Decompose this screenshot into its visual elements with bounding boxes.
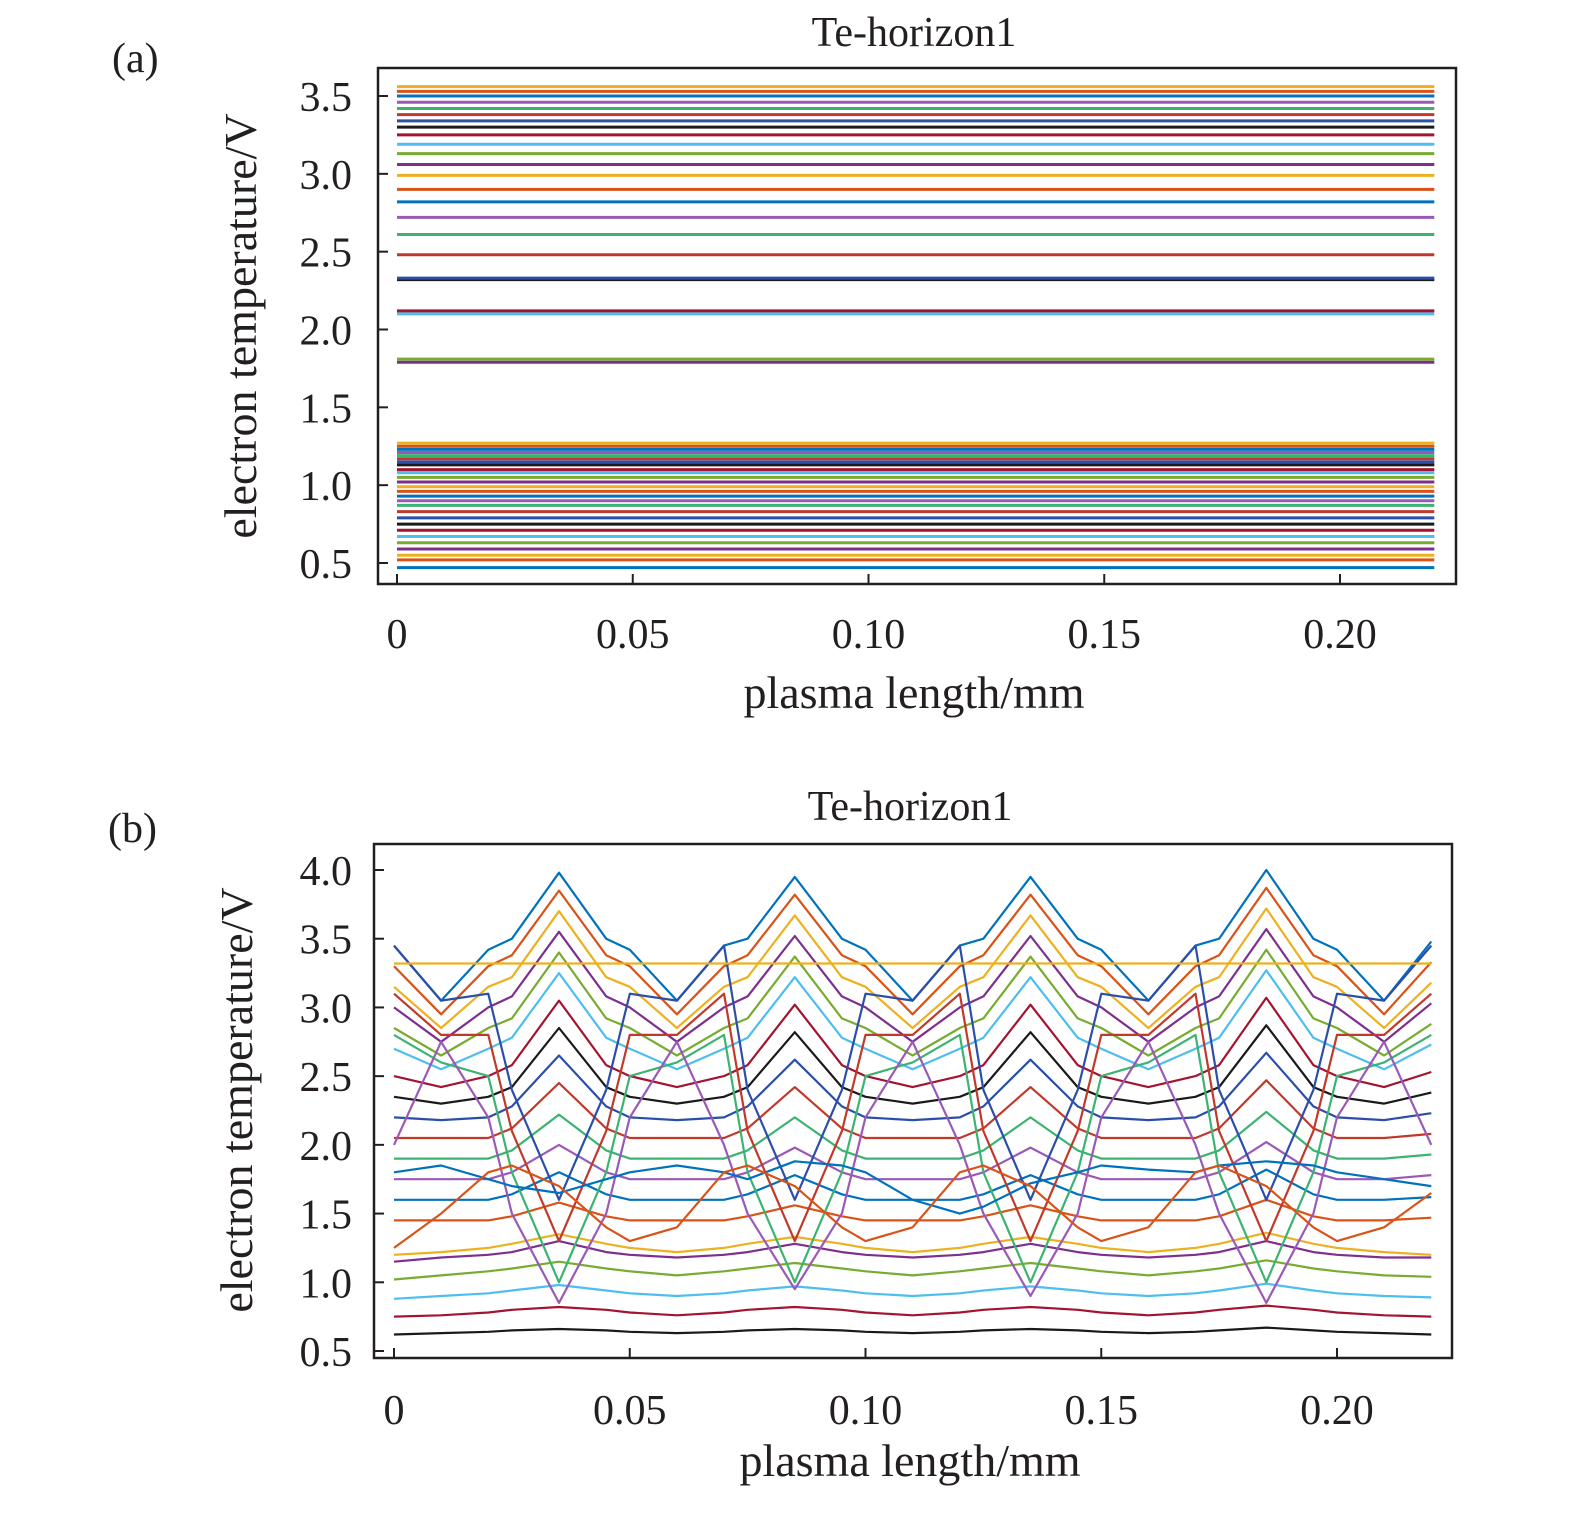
panel-a-y-tick-label: 3.0 bbox=[300, 153, 353, 199]
panel-b-x-axis-label: plasma length/mm bbox=[739, 1435, 1080, 1486]
panel-b-series-line bbox=[393, 907, 1433, 1030]
panel-b-series-line bbox=[393, 1024, 1432, 1105]
panel-b-series-line bbox=[392, 1040, 1433, 1305]
panel-a-x-tick-label: 0.20 bbox=[1303, 612, 1377, 658]
panel-a-x-tick-label: 0 bbox=[387, 612, 408, 658]
panel-b-series-line bbox=[393, 1304, 1432, 1318]
panel-a-y-tick-label: 1.0 bbox=[300, 464, 353, 510]
panel-b-y-tick-label: 3.0 bbox=[300, 986, 353, 1032]
panel-b-y-tick-label: 2.0 bbox=[300, 1124, 353, 1170]
panel-b-title: Te-horizon1 bbox=[808, 784, 1013, 830]
panel-b-series-line bbox=[393, 992, 1433, 1243]
panel-b-y-tick-label: 1.0 bbox=[300, 1261, 353, 1307]
panel-b-series-line bbox=[393, 1231, 1432, 1256]
panel-b-label: (b) bbox=[108, 806, 157, 852]
panel-b-series-line bbox=[393, 886, 1433, 1016]
panel-a-y-tick-label: 3.5 bbox=[300, 75, 353, 121]
panel-b: (b) Te-horizon1 0.5 1.0 1.5 2.0 2.5 3.0 3.5 4.0… bbox=[108, 784, 1454, 1486]
panel-a-y-tick-label: 2.0 bbox=[300, 309, 353, 355]
panel-a-y-tick-label: 2.5 bbox=[300, 231, 353, 277]
panel-b-y-ticks: 0.5 1.0 1.5 2.0 2.5 3.0 3.5 4.0 bbox=[300, 849, 384, 1376]
panel-b-y-tick-label: 2.5 bbox=[300, 1055, 353, 1101]
panel-a-series-group bbox=[397, 85, 1435, 570]
panel-b-series-line bbox=[394, 1140, 1432, 1181]
panel-b-y-tick-label: 4.0 bbox=[300, 849, 353, 895]
panel-b-x-ticks: 0 0.05 0.10 0.15 0.20 bbox=[384, 1348, 1374, 1434]
panel-a-x-ticks: 0 0.05 0.10 0.15 0.20 bbox=[387, 574, 1377, 658]
panel-a-x-tick-label: 0.10 bbox=[832, 612, 906, 658]
panel-a-x-axis-label: plasma length/mm bbox=[743, 667, 1084, 718]
panel-a-title: Te-horizon1 bbox=[812, 10, 1017, 56]
panel-b-y-tick-label: 1.5 bbox=[300, 1193, 353, 1239]
panel-b-y-tick-label: 0.5 bbox=[300, 1330, 353, 1376]
panel-b-series-line bbox=[393, 948, 1432, 1057]
panel-b-x-tick-label: 0.10 bbox=[829, 1388, 903, 1434]
panel-b-series-line bbox=[393, 1160, 1432, 1215]
panel-b-series-line bbox=[393, 1326, 1432, 1336]
panel-a-y-tick-label: 1.5 bbox=[300, 386, 353, 432]
panel-b-series-line bbox=[393, 1259, 1432, 1281]
panel-b-x-tick-label: 0 bbox=[384, 1388, 405, 1434]
panel-a-x-tick-label: 0.15 bbox=[1068, 612, 1142, 658]
panel-a-label: (a) bbox=[112, 36, 159, 82]
panel-b-series-line bbox=[393, 868, 1433, 1002]
panel-b-series-line bbox=[393, 1282, 1432, 1300]
panel-b-series-line bbox=[393, 1033, 1432, 1284]
panel-b-y-axis-label: electron temperature/V bbox=[211, 887, 262, 1312]
panel-b-y-tick-label: 3.5 bbox=[300, 918, 353, 964]
panel-b-series-line bbox=[394, 1079, 1432, 1140]
panel-b-series-line bbox=[394, 1110, 1432, 1160]
panel-b-x-tick-label: 0.20 bbox=[1300, 1388, 1374, 1434]
panel-b-series-group bbox=[392, 868, 1433, 1336]
panel-a-x-tick-label: 0.05 bbox=[596, 612, 670, 658]
panel-b-series-line bbox=[393, 996, 1432, 1089]
panel-b-series-line bbox=[393, 1051, 1432, 1122]
panel-a-plot-frame bbox=[376, 66, 1458, 586]
panel-a-y-tick-label: 0.5 bbox=[300, 542, 353, 588]
panel-b-series-line bbox=[393, 1164, 1432, 1249]
panel-b-series-line bbox=[393, 969, 1432, 1071]
panel-a-y-axis-label: electron temperature/V bbox=[215, 113, 266, 538]
panel-b-x-tick-label: 0.15 bbox=[1065, 1388, 1139, 1434]
panel-b-plot-frame bbox=[372, 842, 1454, 1360]
panel-b-x-tick-label: 0.05 bbox=[593, 1388, 667, 1434]
panel-a-y-ticks: 0.5 1.0 1.5 2.0 2.5 3.0 3.5 bbox=[300, 75, 388, 588]
